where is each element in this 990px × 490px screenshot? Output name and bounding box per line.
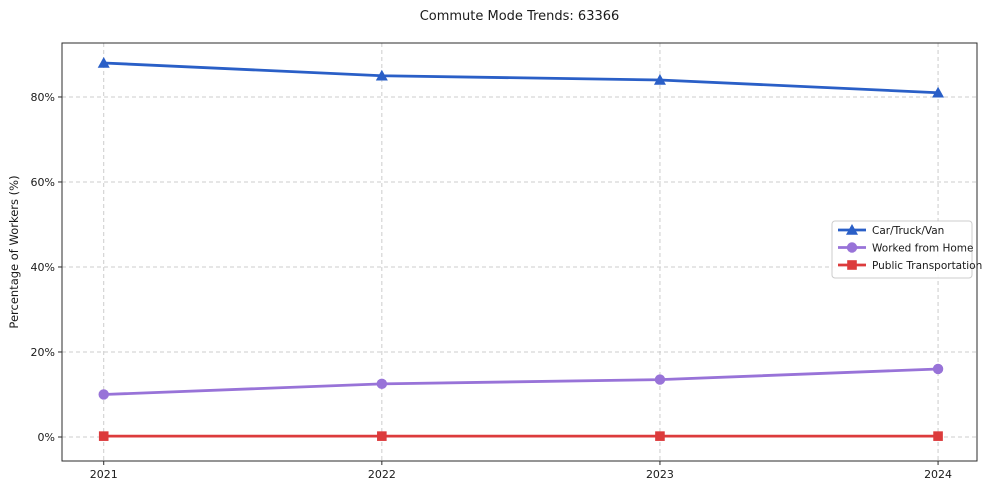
legend-label: Worked from Home <box>872 242 973 254</box>
series-2-marker <box>933 431 943 441</box>
series-0-marker <box>932 86 945 98</box>
legend <box>831 220 973 279</box>
series-0-marker <box>97 56 110 68</box>
series-2-marker <box>655 431 665 441</box>
series-0-marker <box>375 69 388 81</box>
series-0-marker <box>653 73 666 85</box>
series-2-marker <box>377 431 387 441</box>
series-2-marker <box>98 431 109 441</box>
plot-border <box>61 42 978 462</box>
x-tick-label: 2023 <box>646 468 674 481</box>
series-1-marker <box>654 374 666 385</box>
legend-label: Public Transportation <box>872 260 982 272</box>
series-line-1 <box>102 367 940 396</box>
x-tick-label: 2022 <box>368 468 396 481</box>
legend-marker <box>846 242 858 253</box>
y-tick-label: 60% <box>31 176 55 189</box>
x-tick-label: 2021 <box>90 468 118 481</box>
y-tick-label: 0% <box>38 431 55 444</box>
series-1-marker <box>98 389 109 400</box>
x-tick-label: 2024 <box>924 468 952 481</box>
chart-title: Commute Mode Trends: 63366 <box>419 9 620 24</box>
series-line-0 <box>102 61 940 95</box>
y-tick-label: 40% <box>31 261 55 274</box>
y-axis-label: Percentage of Workers (%) <box>7 175 21 329</box>
legend-label: Car/Truck/Van <box>872 225 944 237</box>
series-1-marker <box>932 363 944 375</box>
y-tick-label: 80% <box>31 91 55 104</box>
legend-marker <box>847 260 857 270</box>
legend-marker <box>846 224 858 235</box>
series-1-marker <box>376 378 388 390</box>
y-tick-label: 20% <box>31 346 55 359</box>
